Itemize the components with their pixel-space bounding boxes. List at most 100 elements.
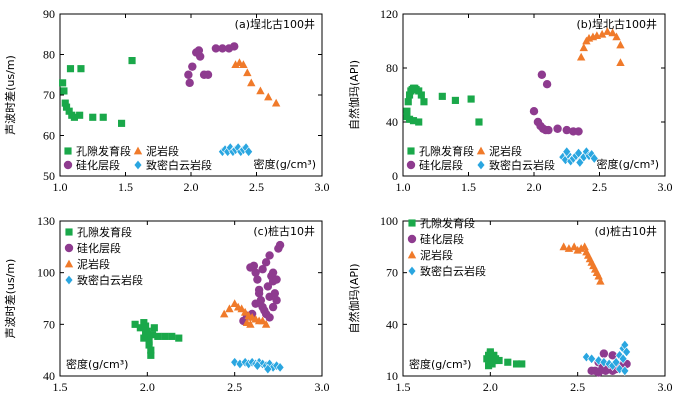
data-point — [239, 60, 248, 68]
data-point — [574, 127, 583, 136]
data-point — [485, 362, 493, 370]
data-point — [140, 334, 148, 342]
data-point — [599, 349, 609, 358]
data-point — [559, 242, 568, 251]
data-point — [261, 319, 271, 328]
x-tick-label: 2.5 — [592, 180, 607, 194]
data-point — [263, 363, 273, 375]
x-tick-label: 3.0 — [315, 380, 330, 394]
data-point — [417, 91, 425, 99]
data-point — [253, 275, 262, 284]
x-axis-label: 密度(g/cm³) — [409, 357, 471, 371]
chart-panel-2: 1.0 1.5 2.0 2.5 3.0 0 40 80 120 (b)埕北古100井自然伽玛(AP… — [347, 7, 673, 194]
data-point — [194, 46, 204, 55]
data-point — [475, 118, 483, 126]
legend-marker — [64, 274, 74, 286]
x-tick-label: 2.5 — [570, 380, 585, 394]
data-point — [618, 353, 628, 365]
x-tick-label: 1.0 — [396, 180, 411, 194]
legend-label: 泥岩段 — [420, 248, 453, 262]
legend-label: 孔隙发育段 — [77, 225, 132, 239]
data-point — [542, 80, 552, 89]
data-point — [537, 70, 547, 79]
data-point — [256, 86, 265, 95]
legend-label: 致密白云岩段 — [489, 158, 555, 172]
data-point — [211, 44, 221, 53]
y-tick-label: 40 — [386, 317, 398, 331]
series-4 — [218, 142, 254, 158]
data-point — [89, 113, 97, 121]
y-tick-label: 70 — [386, 266, 398, 280]
x-tick-label: 1.5 — [118, 180, 133, 194]
series-1 — [131, 319, 183, 359]
legend-label: 硅化层段 — [76, 158, 120, 172]
data-point — [562, 146, 572, 158]
data-point — [66, 65, 75, 73]
data-point — [405, 115, 414, 123]
data-point — [77, 65, 85, 73]
data-point — [263, 282, 273, 291]
data-point — [415, 87, 423, 95]
legend-marker — [64, 243, 74, 253]
data-point — [620, 365, 630, 377]
data-point — [404, 98, 412, 106]
data-point — [76, 111, 84, 119]
legend-label: 孔隙发育段 — [420, 216, 475, 230]
data-point — [99, 113, 107, 121]
data-point — [569, 242, 579, 251]
data-point — [272, 275, 281, 284]
legend-label: 致密白云岩段 — [420, 264, 486, 278]
y-axis-label: 自然伽玛(API) — [347, 264, 361, 334]
data-point — [611, 356, 621, 368]
data-point — [203, 70, 213, 79]
data-point — [589, 153, 599, 164]
y-tick-label: 80 — [43, 48, 55, 62]
chart-panel-1: 1.0 1.5 2.0 2.5 3.0 50 60 70 80 90 (a)埕北古100井声波时差(… — [3, 7, 330, 194]
data-point — [161, 332, 169, 340]
y-tick-label: 40 — [43, 369, 55, 383]
data-point — [62, 103, 71, 111]
data-point — [118, 119, 126, 127]
series-3 — [219, 299, 271, 328]
legend-marker — [476, 159, 486, 171]
x-tick-label: 2.0 — [184, 180, 199, 194]
data-point — [145, 341, 153, 349]
y-axis-label: 自然伽玛(API) — [347, 60, 361, 130]
data-point — [529, 107, 539, 116]
chart-title: (c)桩古10井 — [253, 224, 315, 238]
legend-marker — [407, 234, 417, 244]
legend-label: 泥岩段 — [489, 144, 522, 158]
series-3 — [559, 242, 605, 285]
y-tick-label: 100 — [380, 214, 398, 228]
legend-label: 泥岩段 — [146, 144, 179, 158]
legend-marker — [408, 219, 416, 227]
y-tick-label: 60 — [43, 129, 55, 143]
x-axis-label: 密度(g/cm³) — [66, 357, 128, 371]
data-point — [420, 98, 428, 106]
data-point — [237, 304, 246, 313]
legend-marker — [407, 250, 417, 259]
data-point — [188, 62, 197, 71]
series-1 — [403, 84, 483, 126]
data-point — [518, 360, 526, 368]
x-tick-label: 2.5 — [227, 380, 242, 394]
data-point — [622, 346, 631, 358]
data-point — [150, 324, 158, 332]
data-point — [612, 32, 621, 41]
y-tick-label: 80 — [386, 61, 398, 75]
y-axis-label: 声波时差(us/m) — [3, 55, 17, 135]
data-point — [495, 356, 503, 365]
data-point — [70, 113, 78, 121]
data-point — [616, 58, 625, 66]
data-point — [608, 28, 617, 37]
legend-marker — [63, 160, 73, 170]
y-tick-label: 100 — [37, 266, 55, 280]
data-point — [231, 60, 240, 68]
data-point — [575, 157, 585, 168]
data-point — [218, 44, 227, 53]
data-point — [240, 307, 250, 316]
y-tick-label: 40 — [386, 115, 398, 129]
data-point — [587, 353, 597, 365]
data-point — [244, 146, 254, 158]
